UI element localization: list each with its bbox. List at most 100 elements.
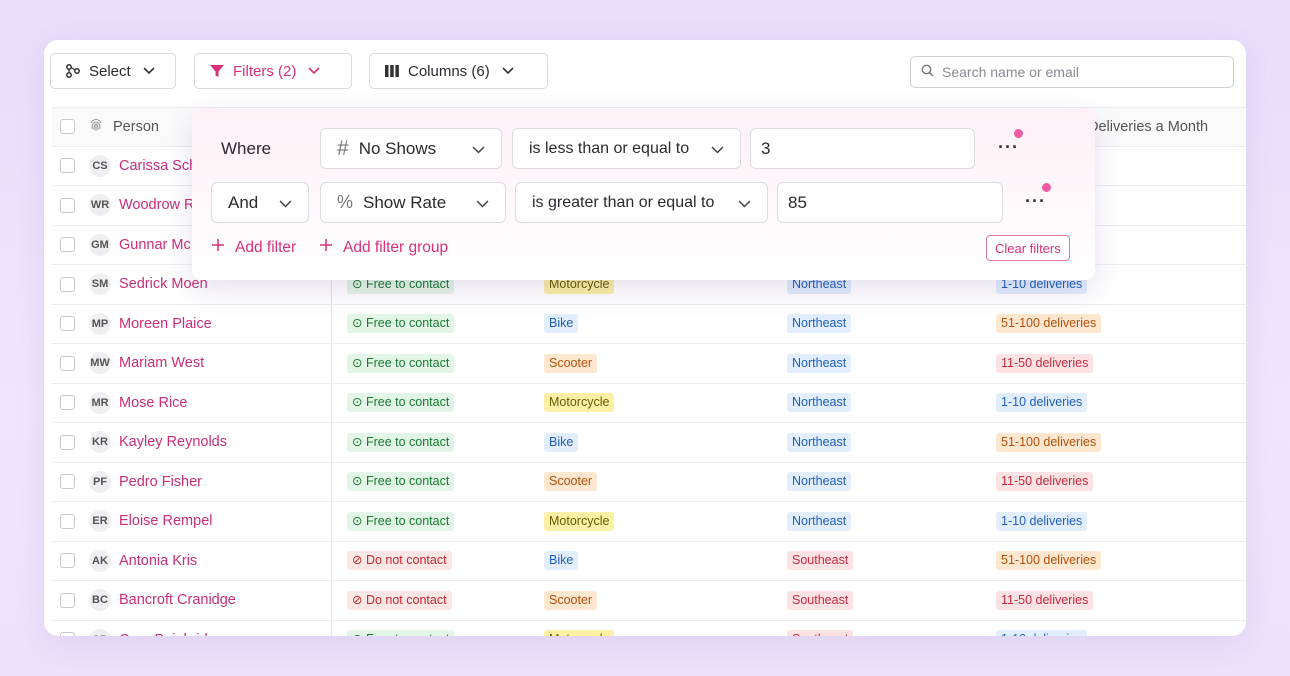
chevron-down-icon — [279, 193, 292, 213]
chevron-down-icon — [472, 139, 485, 159]
search-input[interactable] — [942, 64, 1212, 80]
select-all-checkbox[interactable] — [60, 119, 75, 135]
table-row[interactable]: BC Bancroft Cranidge ⊘ Do not contact Scoot… — [52, 581, 1246, 621]
region-badge: Southeast — [787, 590, 854, 610]
percent-icon: % — [337, 192, 354, 212]
vehicle-badge: Motorcycle — [544, 511, 615, 531]
deliveries-badge: 1-10 deliveries — [996, 511, 1088, 531]
person-name-link[interactable]: Woodrow R — [119, 197, 195, 214]
vehicle-badge: Bike — [544, 314, 579, 334]
avatar: ER — [89, 510, 111, 533]
row-checkbox[interactable] — [60, 355, 75, 371]
row-checkbox[interactable] — [60, 474, 75, 490]
person-name-link[interactable]: Eloise Rempel — [119, 513, 213, 530]
ban-icon: ⊘ — [352, 592, 366, 607]
filter-field-select-1[interactable]: # No Shows — [320, 128, 502, 169]
add-filter-group-button[interactable]: Add filter group — [319, 238, 448, 257]
row-checkbox[interactable] — [60, 632, 75, 636]
row-checkbox[interactable] — [60, 237, 75, 253]
select-label: Select — [89, 62, 131, 80]
deliveries-badge: 11-50 deliveries — [996, 472, 1094, 492]
row-checkbox[interactable] — [60, 276, 75, 292]
add-filter-button[interactable]: Add filter — [211, 238, 296, 257]
conjunction-select[interactable]: And — [211, 182, 309, 223]
row-checkbox[interactable] — [60, 513, 75, 529]
status-badge: ⊙ Free to contact — [347, 630, 455, 636]
filter-operator-label: is less than or equal to — [529, 139, 690, 157]
row-checkbox[interactable] — [60, 395, 75, 411]
avatar: GM — [89, 233, 111, 256]
person-name-link[interactable]: Cara Bainbridge — [119, 632, 224, 636]
check-circle-icon: ⊙ — [352, 276, 366, 291]
filter-value: 3 — [761, 138, 771, 158]
person-name-link[interactable]: Mose Rice — [119, 394, 188, 411]
vehicle-badge: Scooter — [544, 472, 598, 492]
filter-value-input-2[interactable]: 85 — [777, 182, 1003, 223]
column-divider — [331, 383, 332, 422]
person-name-link[interactable]: Moreen Plaice — [119, 315, 212, 332]
person-name-link[interactable]: Bancroft Cranidge — [119, 592, 236, 609]
row-checkbox[interactable] — [60, 197, 75, 213]
fingerprint-icon — [89, 118, 103, 135]
hash-icon: # — [337, 136, 349, 160]
indicator-dot — [1042, 183, 1051, 192]
column-divider — [331, 304, 332, 343]
deliveries-badge: 1-10 deliveries — [996, 393, 1088, 413]
row-checkbox[interactable] — [60, 434, 75, 450]
status-badge: ⊙ Free to contact — [347, 511, 455, 531]
filter-operator-select-2[interactable]: is greater than or equal to — [515, 182, 768, 223]
filters-button[interactable]: Filters (2) — [194, 53, 352, 89]
table-row[interactable]: CB Cara Bainbridge ⊙ Free to contact Motorc… — [52, 620, 1246, 636]
deliveries-badge: 51-100 deliveries — [996, 314, 1102, 334]
chevron-down-icon — [143, 67, 155, 75]
clear-filters-button[interactable]: Clear filters — [986, 235, 1070, 261]
row-checkbox[interactable] — [60, 592, 75, 608]
vehicle-badge: Scooter — [544, 353, 598, 373]
table-row[interactable]: KR Kayley Reynolds ⊙ Free to contact Bike No… — [52, 423, 1246, 463]
table-row[interactable]: AK Antonia Kris ⊘ Do not contact Bike Southe… — [52, 541, 1246, 581]
plus-icon — [211, 238, 225, 257]
column-header-deliveries[interactable]: Deliveries a Month — [1088, 118, 1209, 135]
add-filter-group-label: Add filter group — [343, 238, 449, 256]
filter-operator-label: is greater than or equal to — [532, 193, 715, 211]
columns-label: Columns (6) — [408, 62, 490, 80]
table-row[interactable]: ER Eloise Rempel ⊙ Free to contact Motorcyc… — [52, 502, 1246, 542]
column-divider — [331, 344, 332, 383]
person-name-link[interactable]: Mariam West — [119, 355, 205, 372]
plus-icon — [319, 238, 333, 257]
table-row[interactable]: PF Pedro Fisher ⊙ Free to contact Scooter No… — [52, 462, 1246, 502]
more-options-icon[interactable]: ··· — [998, 137, 1019, 157]
table-row[interactable]: MR Mose Rice ⊙ Free to contact Motorcycle No… — [52, 383, 1246, 423]
filter-operator-select-1[interactable]: is less than or equal to — [512, 128, 741, 169]
vehicle-badge: Motorcycle — [544, 393, 615, 413]
person-name-link[interactable]: Kayley Reynolds — [119, 434, 227, 451]
search-box[interactable] — [910, 56, 1234, 88]
row-checkbox[interactable] — [60, 553, 75, 569]
table-row[interactable]: MP Moreen Plaice ⊙ Free to contact Bike Nort… — [52, 304, 1246, 344]
person-name-link[interactable]: Sedrick Moen — [119, 276, 208, 293]
row-checkbox[interactable] — [60, 158, 75, 174]
avatar: PF — [89, 470, 111, 493]
column-header-person[interactable]: Person — [113, 118, 159, 135]
filter-value: 85 — [788, 192, 807, 212]
columns-button[interactable]: Columns (6) — [369, 53, 548, 89]
column-divider — [331, 620, 332, 636]
columns-icon — [384, 64, 400, 78]
select-button[interactable]: Select — [50, 53, 176, 89]
row-checkbox[interactable] — [60, 316, 75, 332]
search-icon — [921, 64, 934, 80]
person-name-link[interactable]: Pedro Fisher — [119, 473, 203, 490]
status-badge: ⊙ Free to contact — [347, 393, 455, 413]
filter-value-input-1[interactable]: 3 — [750, 128, 975, 169]
check-circle-icon: ⊙ — [352, 474, 366, 489]
region-badge: Northeast — [787, 472, 852, 492]
column-divider — [331, 265, 332, 304]
deliveries-badge: 51-100 deliveries — [996, 432, 1102, 452]
table-row[interactable]: MW Mariam West ⊙ Free to contact Scooter Nor… — [52, 344, 1246, 384]
person-name-link[interactable]: Antonia Kris — [119, 552, 198, 569]
filter-field-select-2[interactable]: % Show Rate — [320, 182, 506, 223]
vehicle-badge: Bike — [544, 432, 579, 452]
status-badge: ⊙ Free to contact — [347, 314, 455, 334]
more-options-icon[interactable]: ··· — [1025, 191, 1046, 211]
person-name-link[interactable]: Gunnar Mc — [119, 236, 191, 253]
